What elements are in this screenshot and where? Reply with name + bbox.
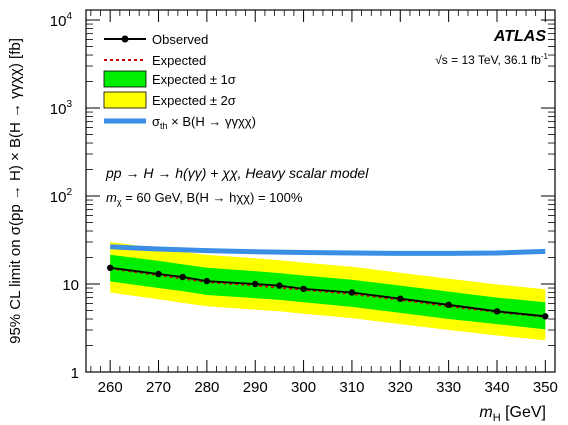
y-tick-base: 10 [50,13,67,30]
y-tick-label: 10 [62,277,79,294]
observed-point [445,301,452,308]
x-tick-label: 260 [98,379,123,396]
observed-point [348,289,356,296]
x-axis-label: mH [GeV] [479,404,546,424]
legend-theory-main: σ [152,114,160,129]
legend-observed-marker [121,35,129,43]
ticks-group: 260 270 280 290 300 310 320 330 340 3501101021031… [50,10,558,396]
legend-2sigma-swatch [103,91,147,109]
observed-line [110,266,546,318]
legend-theory-sub: th [160,121,168,131]
y-tick-label: 1 [71,365,79,382]
theory-line [110,244,546,256]
plot-frame [85,9,556,373]
legend-2sigma-label: Expected ± 2σ [152,93,236,108]
y-tick-exp: 2 [66,187,72,198]
energy-exp: -1 [541,52,549,61]
observed-point [179,273,186,281]
x-axis-label-unit: [GeV] [501,404,546,421]
params-prefix: m [106,190,117,205]
expected-line [110,267,546,318]
x-tick-label: 340 [484,379,509,396]
y-tick-label: 104 [50,11,73,30]
x-tick-label: 280 [194,379,219,396]
legend-1sigma-label: Expected ± 1σ [152,72,236,87]
x-tick-label: 320 [388,379,413,396]
x-tick-label: 350 [533,379,558,396]
y-tick-label: 103 [50,99,73,118]
y-axis-label: 95% CL limit on σ(pp → H) × B(H → γγχχ) … [7,38,24,344]
energy-prefix: √s [435,53,448,67]
observed-point [542,313,549,320]
observed-point [493,308,501,315]
observed-point [300,285,307,293]
lines-group [107,244,549,320]
params-text: = 60 GeV, B(H → hχχ) = 100% [122,190,303,205]
x-tick-label: 300 [291,379,316,396]
legend-theory-label: σth × B(H → γγχχ) [152,114,256,131]
legend-theory-rest: × B(H → γγχχ) [168,114,256,129]
x-tick-label: 270 [146,379,171,396]
legend: Observed Expected Expected ± 1σ Expected… [103,32,256,131]
params-sub: χ [117,197,122,207]
y-tick-exp: 3 [66,99,72,110]
x-tick-label: 330 [436,379,461,396]
observed-point [155,270,162,278]
legend-observed-label: Observed [152,32,208,47]
observed-point [107,264,114,271]
observed-point [252,280,259,288]
energy-text: = 13 TeV, 36.1 fb [448,53,541,67]
x-tick-label: 310 [339,379,364,396]
params-label: mχ = 60 GeV, B(H → hχχ) = 100% [106,190,303,207]
experiment-label: ATLAS [493,28,546,45]
model-label: pp → H → h(γγ) + χχ, Heavy scalar model [105,165,369,181]
x-tick-label: 290 [243,379,268,396]
y-tick-base: 10 [50,189,67,206]
legend-expected-label: Expected [152,53,206,68]
y-tick-label: 102 [50,187,73,206]
legend-1sigma-swatch [103,70,147,88]
observed-point [203,277,211,285]
observed-point [276,282,283,289]
x-axis-label-m: m [479,404,492,421]
energy-label: √s = 13 TeV, 36.1 fb-1 [435,52,548,67]
y-tick-exp: 4 [66,11,72,22]
observed-point [397,295,404,302]
x-axis-label-sub: H [493,412,501,424]
y-tick-base: 10 [50,101,67,118]
